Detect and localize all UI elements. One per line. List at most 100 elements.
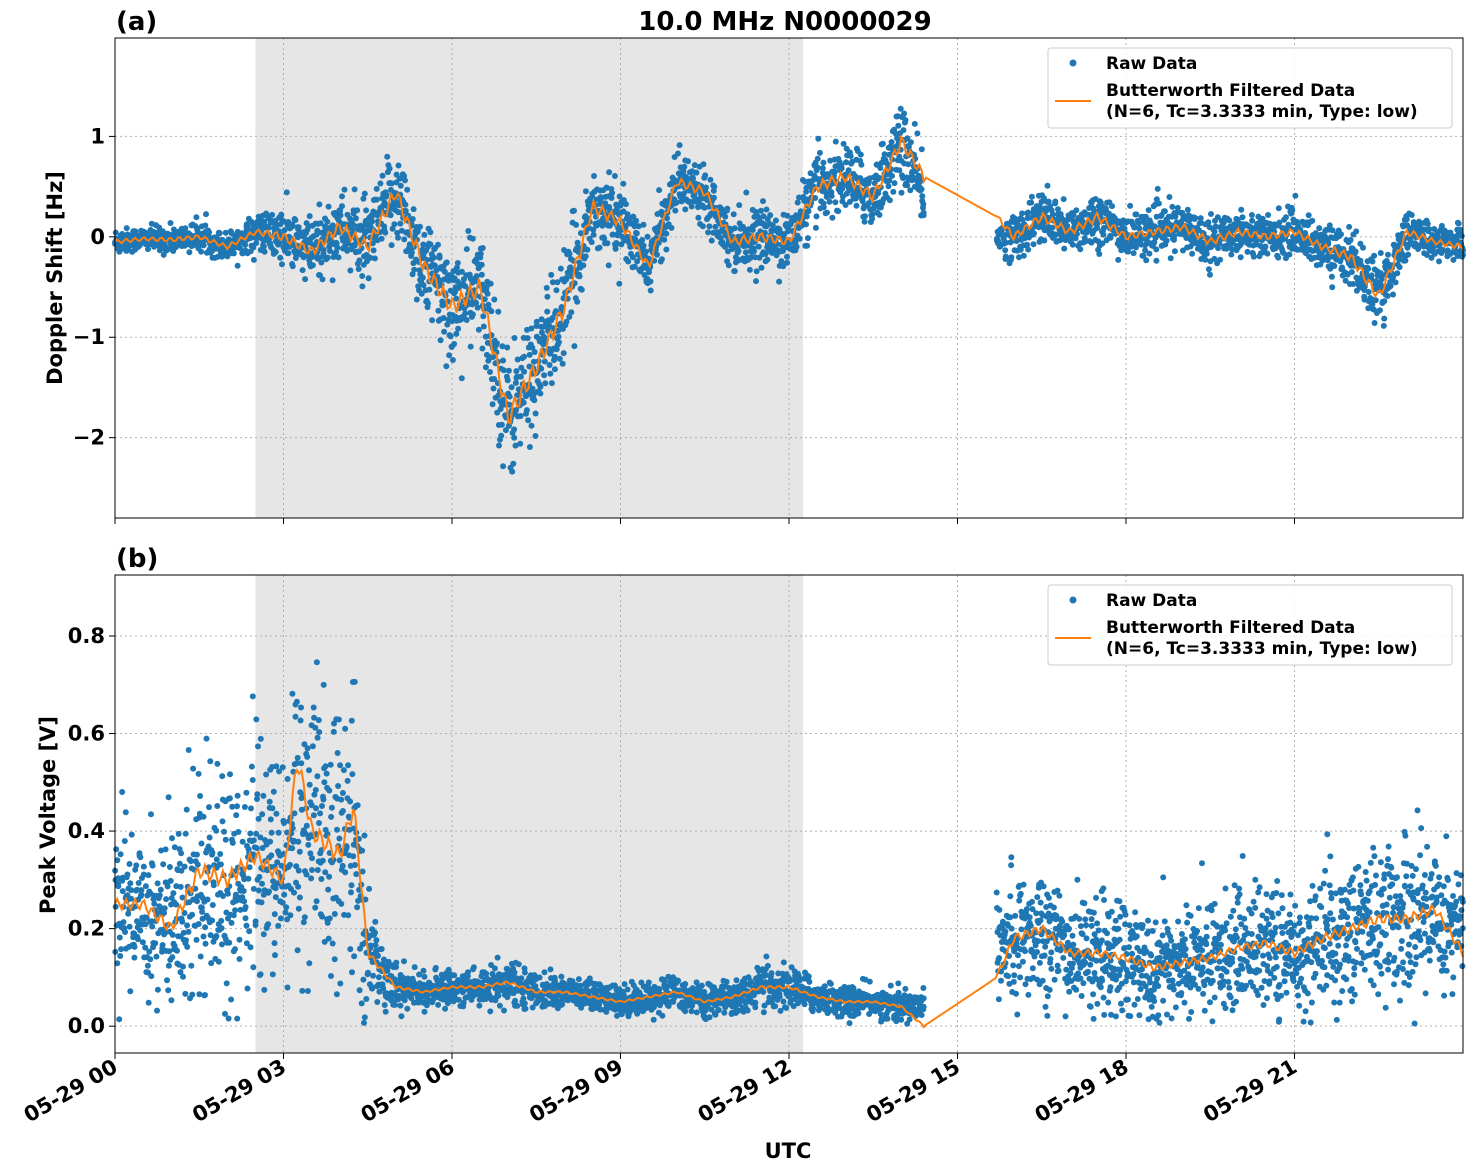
panel-b-raw-point [250,837,257,844]
panel-a-raw-point [805,208,812,215]
panel-b-raw-point [219,818,226,825]
panel-b-raw-point [309,855,315,862]
panel-b-raw-point [157,886,164,893]
panel-a-raw-point [203,211,209,218]
panel-a-raw-point [409,271,416,278]
panel-b-raw-point [197,793,204,799]
panel-b-raw-point [165,987,172,994]
panel-b-raw-point [206,834,213,841]
panel-a-raw-point [261,248,268,255]
panel-b-raw-point [273,763,280,770]
panel-a-raw-point [1069,241,1076,248]
panel-a-raw-point [319,276,326,283]
panel-a-raw-point [1328,273,1335,280]
panel-b-raw-point [541,969,548,976]
panel-a-raw-point [160,251,167,258]
panel-a-raw-point [668,224,675,231]
panel-b-raw-point [258,899,265,906]
panel-b-raw-point [272,894,279,901]
panel-b-raw-point [339,790,346,796]
panel-a-raw-point [1237,254,1244,261]
panel-a-raw-point [566,250,573,257]
panel-a-raw-point [815,135,822,142]
panel-b-raw-point [116,934,123,941]
panel-b-raw-point [375,974,382,981]
panel-b-raw-point [381,1002,388,1008]
panel-a-raw-point [640,242,647,249]
panel-a-raw-point [1207,271,1213,278]
panel-b-raw-point [190,765,197,772]
panel-a-raw-point [568,309,575,316]
panel-b-raw-point [241,898,248,905]
panel-a-raw-point [608,195,615,201]
panel-b-raw-point [226,795,233,802]
panel-a-raw-point [1025,209,1032,216]
panel-b-raw-point [321,779,328,786]
panel-a-raw-point [920,209,927,216]
panel-b-raw-point [327,761,334,768]
panel-a-raw-point [1077,246,1084,253]
panel-a-raw-point [1265,212,1272,218]
panel-a-raw-point [706,223,713,230]
panel-b-raw-point [320,796,327,803]
panel-a-legend-raw-label: Raw Data [1106,54,1197,74]
panel-a-raw-point [663,230,670,237]
panel-b-raw-point [287,912,294,919]
panel-a-raw-point [751,248,757,254]
panel-b-raw-point [309,743,316,750]
panel-a-raw-point [469,311,476,318]
panel-a-raw-point [639,237,646,243]
panel-b-raw-point [178,850,185,857]
panel-b-raw-point [204,896,211,903]
panel-a-raw-point [352,215,359,222]
panel-b-raw-point [242,915,249,922]
panel-a-raw-point [862,213,868,220]
panel-b-raw-point [269,971,276,978]
panel-a-raw-point [898,189,905,196]
panel-b-raw-point [313,805,319,812]
panel-b-raw-point [361,1014,368,1021]
panel-a-raw-point [538,365,545,372]
panel-a-raw-point [1372,297,1379,304]
panel-a-raw-point [1133,211,1140,218]
panel-a-raw-point [504,344,511,351]
panel-a-raw-point [803,213,810,220]
panel-a-raw-point [1338,231,1344,238]
panel-a-raw-point [840,140,847,147]
panel-a-raw-point [625,258,632,265]
panel-a-raw-point [429,317,436,324]
panel-a-raw-point [289,221,296,228]
panel-a-raw-point [455,325,462,332]
panel-a-raw-point [479,345,486,352]
panel-a-raw-point [772,217,779,224]
panel-a-raw-point [1424,220,1431,227]
panel-b-raw-point [236,956,243,962]
panel-b-raw-point [119,888,126,895]
panel-a-raw-point [919,193,926,200]
panel-a-raw-point [1019,210,1025,217]
panel-b-raw-point [234,803,240,810]
panel-a-raw-point [373,185,380,192]
panel-a-raw-point [299,267,306,274]
panel-a-raw-point [269,211,276,218]
panel-b-raw-point [329,940,336,947]
panel-b-raw-point [322,763,329,770]
panel-b-raw-point [335,716,342,723]
panel-a-raw-point [640,221,647,228]
panel-b-raw-point [239,838,246,845]
panel-b-raw-point [325,886,332,893]
panel-a-raw-point [1028,199,1035,206]
panel-b-raw-point [260,792,267,799]
panel-a-raw-point [804,242,811,249]
panel-b-raw-point [340,767,347,774]
panel-b-raw-point [281,820,287,826]
panel-b-raw-point [243,922,250,929]
panel-a-raw-point [664,215,670,222]
panel-b-raw-point [338,900,345,907]
panel-b-raw-point [267,838,274,845]
panel-a-raw-point [1371,320,1378,326]
panel-a-raw-point [1226,217,1233,224]
panel-b-raw-point [344,777,351,784]
panel-b-raw-point [179,918,186,925]
panel-a-raw-point [1184,206,1191,213]
